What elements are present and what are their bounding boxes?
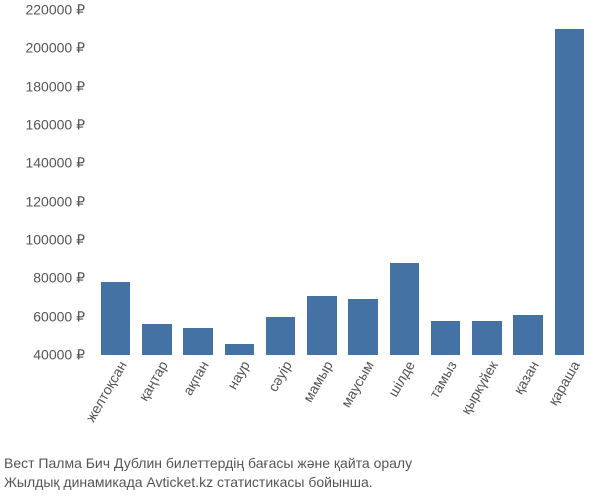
bar bbox=[225, 344, 255, 356]
chart-container: 40000 ₽ 60000 ₽ 80000 ₽ 100000 ₽ 120000 ₽ 140… bbox=[0, 0, 600, 500]
bar bbox=[348, 299, 378, 355]
bar-slot bbox=[508, 10, 549, 355]
x-tick-label: қазан bbox=[510, 358, 542, 397]
x-axis: желтоқсанқаңтар ақпан наур сәуірмамырмаусым… bbox=[95, 358, 590, 458]
bar-slot bbox=[219, 10, 260, 355]
bar bbox=[555, 29, 585, 355]
bar-slot bbox=[136, 10, 177, 355]
y-tick-label: 80000 ₽ bbox=[33, 270, 85, 287]
bar-slot bbox=[260, 10, 301, 355]
y-tick-label: 140000 ₽ bbox=[25, 155, 85, 172]
y-tick-label: 120000 ₽ bbox=[25, 193, 85, 210]
x-tick-slot: маусым bbox=[343, 358, 384, 458]
x-tick-label: тамыз bbox=[426, 358, 460, 401]
bar bbox=[431, 321, 461, 356]
x-tick-slot: қыркүйек bbox=[466, 358, 507, 458]
y-tick-label: 200000 ₽ bbox=[25, 40, 85, 57]
x-tick-label: мамыр bbox=[299, 358, 335, 405]
y-tick-label: 100000 ₽ bbox=[25, 232, 85, 249]
x-tick-slot: мамыр bbox=[301, 358, 342, 458]
y-tick-label: 160000 ₽ bbox=[25, 117, 85, 134]
y-tick-label: 180000 ₽ bbox=[25, 78, 85, 95]
x-tick-slot: наур bbox=[219, 358, 260, 458]
bar-slot bbox=[95, 10, 136, 355]
x-tick-slot: шілде bbox=[384, 358, 425, 458]
x-tick-label: ақпан bbox=[180, 358, 212, 398]
x-tick-label: сәуір bbox=[264, 358, 294, 394]
x-tick-slot: ақпан bbox=[178, 358, 219, 458]
plot-area bbox=[95, 10, 590, 355]
bar-slot bbox=[549, 10, 590, 355]
x-tick-slot: қаңтар bbox=[136, 358, 177, 458]
x-tick-slot: қазан bbox=[508, 358, 549, 458]
bar-slot bbox=[301, 10, 342, 355]
x-tick-label: қаңтар bbox=[135, 358, 171, 404]
bar bbox=[472, 321, 502, 356]
x-tick-slot: сәуір bbox=[260, 358, 301, 458]
bars-group bbox=[95, 10, 590, 355]
bar bbox=[390, 263, 420, 355]
bar bbox=[101, 282, 131, 355]
bar-slot bbox=[384, 10, 425, 355]
caption-line-2: Жылдық динамикада Avticket.kz статистика… bbox=[4, 473, 600, 492]
y-tick-label: 220000 ₽ bbox=[25, 2, 85, 19]
bar-slot bbox=[343, 10, 384, 355]
bar bbox=[513, 315, 543, 355]
y-tick-label: 40000 ₽ bbox=[33, 347, 85, 364]
x-tick-slot: қараша bbox=[549, 358, 590, 458]
bar bbox=[307, 296, 337, 355]
y-axis: 40000 ₽60000 ₽80000 ₽100000 ₽120000 ₽140… bbox=[0, 10, 90, 355]
x-tick-label: қараша bbox=[545, 358, 583, 408]
x-tick-label: желтоқсан bbox=[82, 358, 130, 424]
caption-line-1: Вест Палма Бич Дублин билеттердің бағасы… bbox=[4, 454, 600, 473]
x-tick-slot: желтоқсан bbox=[95, 358, 136, 458]
bar-slot bbox=[466, 10, 507, 355]
bar-slot bbox=[425, 10, 466, 355]
y-tick-label: 60000 ₽ bbox=[33, 308, 85, 325]
bar bbox=[183, 328, 213, 355]
x-tick-label: наур bbox=[224, 358, 253, 392]
x-tick-label: маусым bbox=[338, 358, 377, 410]
bar bbox=[266, 317, 296, 355]
caption: Вест Палма Бич Дублин билеттердің бағасы… bbox=[0, 454, 600, 492]
x-tick-label: шілде bbox=[385, 358, 418, 399]
bar-slot bbox=[178, 10, 219, 355]
bar bbox=[142, 324, 172, 355]
